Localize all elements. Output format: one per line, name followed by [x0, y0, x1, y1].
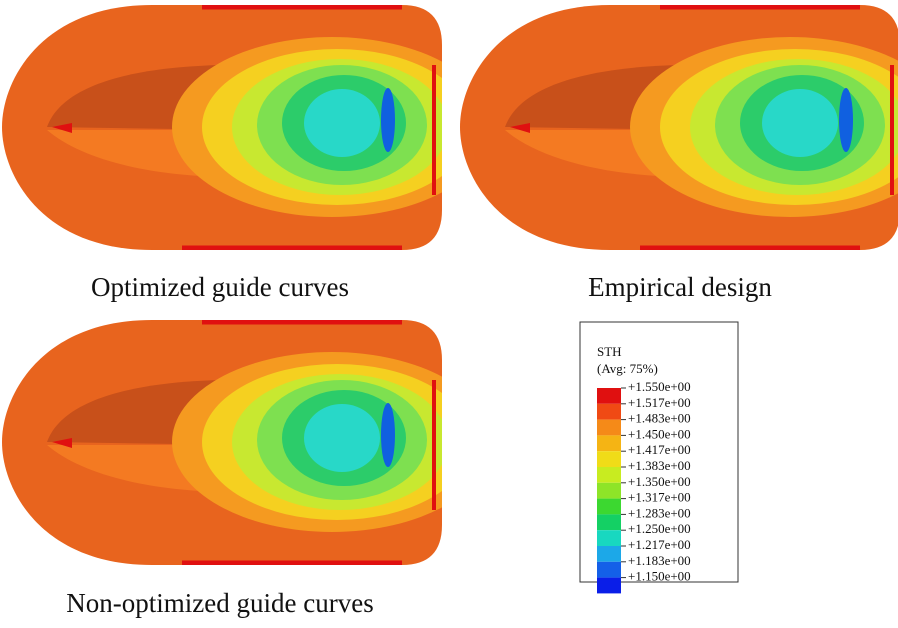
legend-label: +1.417e+00 [628, 442, 691, 457]
legend-swatch [597, 514, 621, 531]
caption: Optimized guide curves [91, 272, 349, 302]
legend-swatch [597, 530, 621, 546]
legend-label: +1.383e+00 [628, 458, 691, 473]
legend-label: +1.217e+00 [628, 537, 691, 552]
contour-plot [2, 320, 492, 570]
legend-swatch [597, 467, 621, 483]
legend-swatch [597, 419, 621, 436]
legend-swatch [597, 482, 621, 499]
legend-label: +1.283e+00 [628, 505, 691, 520]
legend-label: +1.150e+00 [628, 569, 691, 584]
legend-swatch [597, 498, 621, 515]
legend-swatch [597, 577, 621, 594]
legend-swatch [597, 546, 621, 562]
legend-label: +1.250e+00 [628, 521, 691, 536]
contour-plot [2, 5, 492, 255]
legend-label: +1.483e+00 [628, 411, 691, 426]
legend-title: STH [597, 344, 622, 359]
legend-swatch [597, 561, 621, 578]
legend-label: +1.450e+00 [628, 426, 691, 441]
contour-plot [460, 5, 898, 255]
legend-swatch [597, 403, 621, 420]
caption: Non-optimized guide curves [66, 588, 373, 618]
legend-label: +1.550e+00 [628, 379, 691, 394]
legend-label: +1.350e+00 [628, 474, 691, 489]
legend-subtitle: (Avg: 75%) [597, 361, 658, 376]
legend-swatch [597, 451, 621, 467]
legend-label: +1.517e+00 [628, 395, 691, 410]
legend: STH (Avg: 75%) +1.550e+00+1.517e+00+1.48… [579, 321, 739, 594]
legend-swatch [597, 435, 621, 452]
legend-label: +1.183e+00 [628, 553, 691, 568]
legend-swatch [597, 388, 621, 404]
caption: Empirical design [588, 272, 772, 302]
legend-label: +1.317e+00 [628, 490, 691, 505]
